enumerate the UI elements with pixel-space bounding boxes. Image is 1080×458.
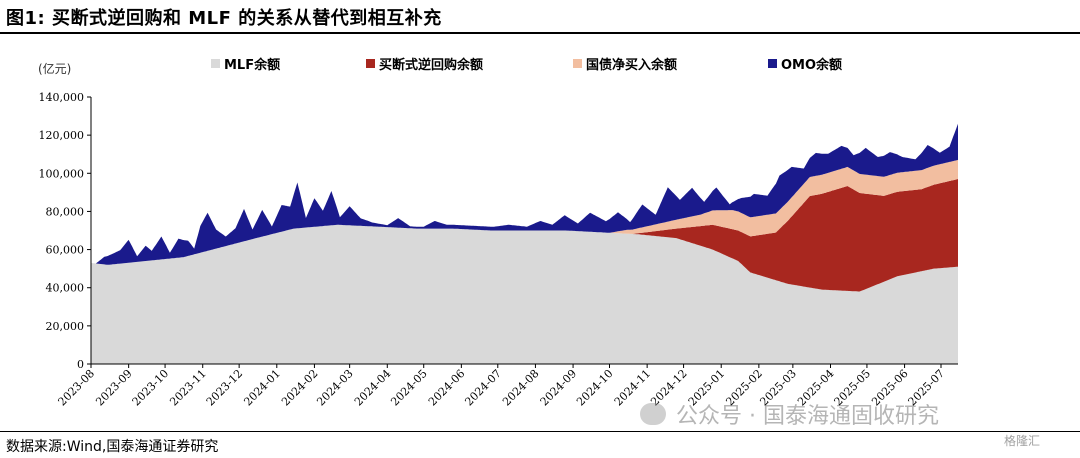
chart-legend: MLF余额 买断式逆回购余额 国债净买入余额 OMO余额 xyxy=(0,54,1080,73)
area-mlf xyxy=(91,224,958,364)
x-tick-label: 2024-03 xyxy=(314,367,356,409)
legend-swatch-treasury xyxy=(573,59,582,68)
y-tick-label: 20,000 xyxy=(46,320,85,333)
x-tick-label: 2024-07 xyxy=(462,367,504,409)
x-tick-label: 2024-06 xyxy=(426,367,468,409)
x-tick-label: 2024-08 xyxy=(500,367,542,409)
chart-areas xyxy=(91,123,958,364)
legend-swatch-outright xyxy=(366,59,375,68)
x-tick-label: 2023-08 xyxy=(56,367,98,409)
watermark-text: 公众号 · 国泰海通固收研究 xyxy=(676,404,939,429)
legend-item-outright: 买断式逆回购余额 xyxy=(366,54,483,73)
legend-item-mlf: MLF余额 xyxy=(211,54,280,73)
legend-swatch-mlf xyxy=(211,59,220,68)
wechat-icon xyxy=(640,403,666,425)
figure-title: 图1: 买断式逆回购和 MLF 的关系从替代到相互补充 xyxy=(6,8,442,29)
y-tick-label: 120,000 xyxy=(39,129,85,142)
x-tick-label: 2024-04 xyxy=(352,367,394,409)
x-tick-label: 2024-01 xyxy=(241,367,283,409)
x-tick-label: 2023-10 xyxy=(130,367,172,409)
y-tick-label: 140,000 xyxy=(39,91,85,104)
source-note: 数据来源:Wind,国泰海通证券研究 xyxy=(6,439,219,455)
y-tick-label: 0 xyxy=(77,358,84,371)
top-rule xyxy=(0,32,1080,34)
watermark: 公众号 · 国泰海通固收研究 xyxy=(640,398,939,430)
x-tick-label: 2024-05 xyxy=(388,367,430,409)
x-tick-label: 2023-09 xyxy=(93,367,135,409)
y-tick-label: 60,000 xyxy=(46,244,85,257)
bottom-rule xyxy=(0,431,1080,432)
legend-label-treasury: 国债净买入余额 xyxy=(586,58,678,73)
legend-item-omo: OMO余额 xyxy=(768,54,842,73)
x-tick-label: 2024-09 xyxy=(538,367,580,409)
x-tick-label: 2024-02 xyxy=(279,367,321,409)
corner-logo: 格隆汇 xyxy=(1004,434,1041,448)
legend-label-mlf: MLF余额 xyxy=(224,58,281,73)
y-tick-label: 40,000 xyxy=(46,282,85,295)
legend-label-outright: 买断式逆回购余额 xyxy=(379,58,484,73)
area-outright xyxy=(91,179,958,292)
legend-item-treasury: 国债净买入余额 xyxy=(573,54,677,73)
x-tick-label: 2023-11 xyxy=(167,367,209,409)
y-tick-label: 80,000 xyxy=(46,205,85,218)
legend-label-omo: OMO余额 xyxy=(781,58,843,73)
legend-swatch-omo xyxy=(768,59,777,68)
area-treasury xyxy=(91,159,958,265)
y-axis-unit: (亿元) xyxy=(38,62,72,76)
x-tick-label: 2024-10 xyxy=(574,367,616,409)
x-tick-label: 2023-12 xyxy=(204,367,246,409)
area-omo xyxy=(91,123,958,265)
y-tick-label: 100,000 xyxy=(39,167,85,180)
